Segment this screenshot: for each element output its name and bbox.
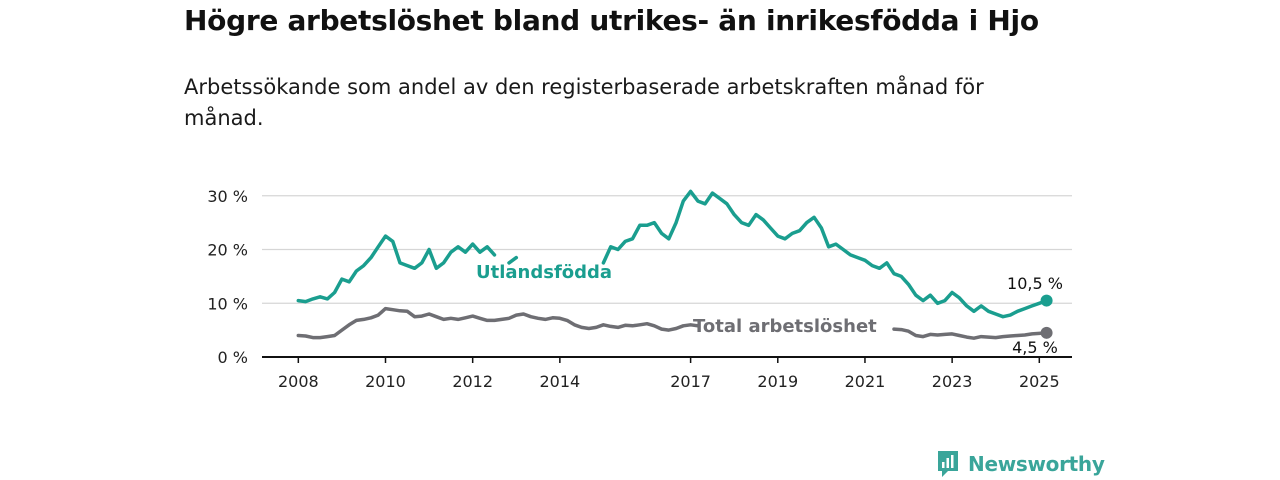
foreign_born-series-line [296, 189, 1049, 319]
brand-name: Newsworthy [968, 452, 1105, 476]
y-tick-label: 30 % [207, 187, 248, 206]
x-tick-label: 2023 [932, 372, 973, 391]
y-tick-label: 20 % [207, 241, 248, 260]
x-tick-label: 2025 [1019, 372, 1060, 391]
chart-subtitle: Arbetssökande som andel av den registerb… [184, 75, 984, 130]
x-axis: 2008 2010 2012 2014 2017 2019 2021 2023 2025 [262, 356, 1072, 391]
x-tick-label: 2010 [365, 372, 406, 391]
series-name-total: Total arbetslöshet [693, 316, 877, 337]
x-tick-label: 2008 [278, 372, 319, 391]
x-tick-label: 2019 [757, 372, 798, 391]
foreign_born-end-value-label: 10,5 % [1007, 274, 1063, 293]
series-name-utlandsfodda: Utlandsfödda [476, 262, 612, 283]
newsworthy-brand: Newsworthy [936, 448, 1105, 480]
y-tick-label: 10 % [207, 294, 248, 313]
chart-title: Högre arbetslöshet bland utrikes- än inr… [184, 4, 1039, 37]
total-end-value-label: 4,5 % [1012, 338, 1058, 357]
total-series-line [296, 306, 1049, 340]
x-tick-label: 2014 [539, 372, 580, 391]
newsworthy-logo-icon [938, 451, 958, 477]
x-tick-label: 2021 [845, 372, 886, 391]
total-end-point [1040, 326, 1053, 339]
x-tick-label: 2017 [670, 372, 711, 391]
grid-lines [262, 195, 1072, 304]
y-axis-tick-labels: 0 % 10 % 20 % 30 % [207, 187, 248, 367]
x-tick-label: 2012 [452, 372, 493, 391]
y-tick-label: 0 % [218, 348, 248, 367]
series-labels: 10,5 % Utlandsfödda 4,5 % Total arbetslöshe… [476, 262, 1063, 357]
foreign_born-end-point [1040, 294, 1053, 307]
series-lines [296, 189, 1053, 340]
